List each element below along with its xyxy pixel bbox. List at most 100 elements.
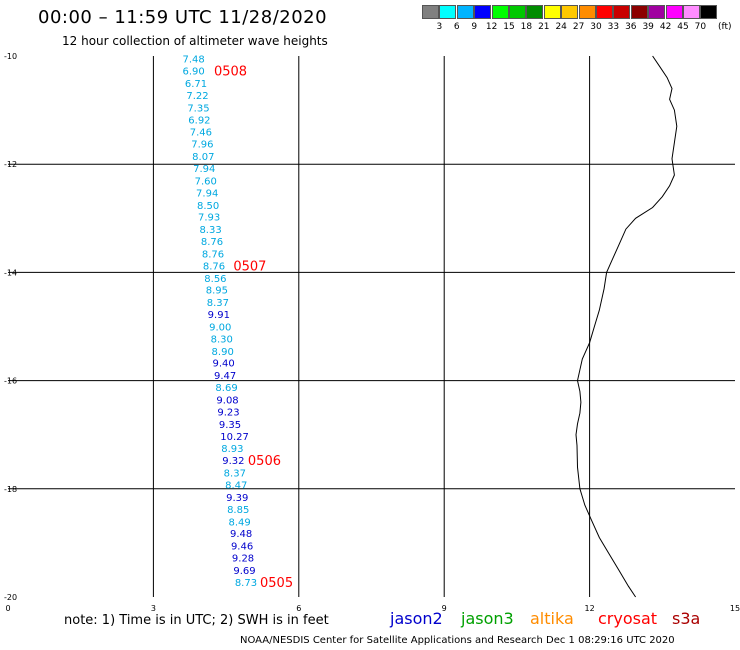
legend-swatch [439,5,457,19]
coastline [575,55,678,598]
wave-height-label: 7.48 [182,55,204,66]
legend-swatch [630,5,648,19]
legend-swatch [578,5,596,19]
wave-height-label: 7.60 [195,176,217,187]
wave-height-label: 8.30 [211,334,233,345]
wave-height-label: 8.85 [227,505,249,516]
lat-tick-label: -14 [4,268,17,277]
wave-height-label: 9.08 [216,396,238,407]
wave-height-label: 8.76 [201,237,223,248]
wave-height-label: 8.49 [229,517,251,528]
lat-tick-label: -18 [4,485,17,494]
legend-swatch [456,5,474,19]
wave-height-label: 8.47 [225,480,247,491]
wave-height-label: 8.76 [202,249,224,260]
note-text: note: 1) Time is in UTC; 2) SWH is in fe… [64,613,329,628]
lat-tick-label: -10 [4,52,17,61]
wave-height-label: 7.94 [196,188,218,199]
legend-label: 12 [485,22,498,32]
legend-label: 42 [659,22,672,32]
legend-label: 15 [503,22,515,32]
wave-height-label: 7.46 [190,128,212,139]
wave-height-label: 10.27 [220,432,249,443]
wave-height-label: 9.48 [230,529,252,540]
wave-height-label: 7.94 [193,164,215,175]
map-subtitle: 12 hour collection of altimeter wave hei… [62,34,328,48]
satellite-cryosat: cryosat [598,609,658,628]
wave-height-label: 8.07 [192,152,214,163]
wave-height-label: 9.46 [231,542,253,553]
wave-height-label: 8.69 [215,383,237,394]
wave-height-label: 9.47 [214,371,236,382]
legend-swatch [700,5,718,19]
wave-height-label: 9.40 [213,359,235,370]
map-title: 00:00 – 11:59 UTC 11/28/2020 [38,7,328,28]
legend-label: 39 [642,22,654,32]
legend-swatch [422,5,439,19]
legend-label: 18 [520,22,533,32]
legend-label: 45 [677,22,689,32]
legend-label: 70 [694,22,707,32]
legend-swatch [665,5,683,19]
wave-height-label: 9.28 [232,554,254,565]
satellite-jason2: jason2 [390,609,443,628]
wave-height-label: 8.76 [203,261,225,272]
wave-height-label: 8.37 [207,298,229,309]
satellite-s3a: s3a [672,609,701,628]
time-label: 0505 [260,576,293,591]
lat-tick-label: -16 [4,377,17,386]
wave-height-label: 8.73 [235,578,257,589]
wave-height-label: 9.69 [233,566,255,577]
satellite-altika: altika [530,609,574,628]
wave-height-label: 9.35 [219,420,241,431]
wave-height-label: 8.50 [197,201,219,212]
wave-height-label: 8.56 [204,274,226,285]
legend-swatch [509,5,526,19]
lon-tick-label: 3 [151,604,156,613]
lon-tick-label: 6 [296,604,301,613]
legend-swatch [596,5,613,19]
legend-label: 9 [471,22,478,32]
legend-swatch [561,5,579,19]
wave-height-label: 8.33 [199,225,221,236]
legend-label: 3 [436,22,443,32]
wave-height-label: 9.91 [208,310,230,321]
wave-height-label: 9.00 [209,323,231,334]
wave-height-label: 9.23 [217,407,239,418]
time-label: 0506 [248,454,281,469]
legend-swatch [683,5,700,19]
legend-swatch [474,5,492,19]
wave-height-label: 8.37 [224,469,246,480]
legend-label: 30 [590,22,602,32]
wave-height-label: 6.90 [182,67,204,78]
wave-height-label: 7.35 [187,103,209,114]
legend-label: 27 [572,22,585,32]
wave-height-label: 8.95 [206,286,228,297]
wave-height-label: 6.92 [188,115,210,126]
lat-tick-label: -20 [4,593,17,602]
legend-label: 21 [538,22,550,32]
legend-label: 6 [453,22,460,32]
legend-swatch [526,5,544,19]
wave-height-label: 8.93 [221,444,243,455]
legend-label: 24 [555,22,567,32]
wave-height-label: 9.39 [226,493,248,504]
lon-tick-label: 15 [730,604,740,613]
wave-height-label: 6.71 [185,79,207,90]
time-label: 0508 [214,65,247,80]
legend-swatch [543,5,561,19]
legend-swatch [613,5,631,19]
time-label: 0507 [233,259,266,274]
legend-swatch [491,5,509,19]
satellite-jason3: jason3 [461,609,514,628]
wave-height-label: 7.96 [191,140,213,151]
lon-tick-label: 12 [585,604,595,613]
lon-tick-label: 9 [442,604,447,613]
legend-swatch [648,5,666,19]
legend-label: 33 [607,22,620,32]
wave-height-label: 7.22 [186,91,208,102]
lon-tick-label: 0 [5,604,10,613]
wave-height-label: 7.93 [198,213,220,224]
credit-line: NOAA/NESDIS Center for Satellite Applica… [240,635,675,646]
